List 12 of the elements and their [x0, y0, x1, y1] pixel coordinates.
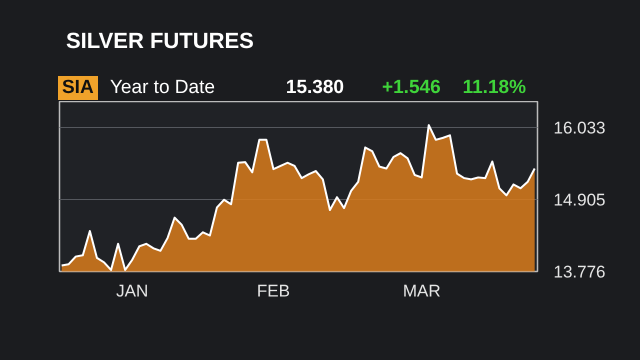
text: 15.380 — [284, 76, 345, 100]
x-tick-label: FEB — [256, 282, 290, 300]
text: 11.18% — [462, 76, 527, 100]
text: SIA — [58, 76, 98, 100]
y-tick-label: 13.776 — [554, 262, 606, 282]
chart-title: SILVER FUTURES — [66, 28, 254, 54]
x-tick-label: MAR — [402, 282, 441, 300]
text: Year to Date — [109, 76, 216, 100]
text: +1.546 — [381, 76, 442, 100]
y-tick-label: 14.905 — [554, 190, 606, 210]
x-tick-label: JAN — [116, 282, 148, 300]
y-tick-label: 16.033 — [554, 118, 606, 138]
